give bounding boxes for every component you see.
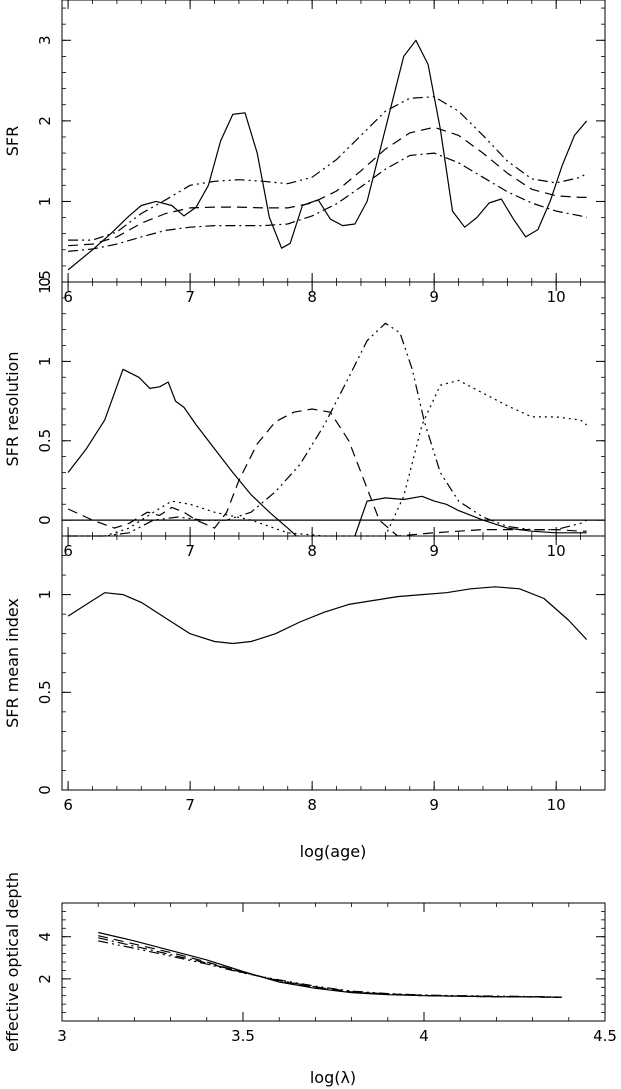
panel-mean-index-tick-labels: 6 7 8 9 10 0 0.5 1 [36, 590, 566, 814]
panel-mean-index-ylabel: SFR mean index [3, 598, 22, 728]
y-tick-label: 2 [36, 974, 54, 984]
panel-optical-depth-tick-labels: 3 3.5 4 4.5 2 4 [36, 932, 617, 1045]
panel-sfr-frame [61, 0, 606, 283]
x-tick-label: 3 [57, 1027, 67, 1045]
y-tick-label: 0.5 [36, 680, 54, 704]
series-line-dashed [67, 408, 587, 537]
panel-mean-index-ticks [62, 535, 606, 791]
x-tick-label: 6 [63, 288, 73, 306]
x-tick-label: 10 [547, 542, 566, 560]
x-tick-label: 8 [307, 796, 317, 814]
x-tick-label: 3.5 [231, 1027, 255, 1045]
panel-mean-index: 6 7 8 9 10 0 0.5 1 SFR mean index log(age) [3, 535, 606, 861]
x-tick-label: 4 [419, 1027, 429, 1045]
panel-mean-index-series [67, 586, 588, 645]
panel-optical-depth: 3 3.5 4 4.5 2 4 effective optical depth log(λ… [3, 872, 617, 1087]
panel-optical-depth-xlabel: log(λ) [310, 1068, 356, 1087]
x-tick-label: 9 [429, 288, 439, 306]
series-line-dash-dot [68, 152, 587, 252]
y-tick-label: 1 [36, 357, 54, 367]
series-line-dash-dot-dot [98, 940, 562, 998]
y-tick-label: 2 [36, 116, 54, 126]
panel-sfr-tick-labels: 6 7 8 9 10 0 1 2 3 [36, 36, 566, 306]
x-tick-label: 9 [429, 796, 439, 814]
panel-optical-depth-frame [61, 902, 606, 1022]
series-line-dash-dot-dot [68, 322, 587, 537]
series-line-solid [67, 39, 588, 271]
x-tick-label: 10 [547, 796, 566, 814]
panel-sfr-ticks [62, 0, 606, 283]
panel-resolution-tick-labels: 6 7 8 9 10 0 0.5 1 1.5 [36, 270, 566, 560]
x-tick-label: 9 [429, 542, 439, 560]
x-tick-label: 8 [307, 288, 317, 306]
x-tick-label: 7 [185, 288, 195, 306]
y-tick-label: 0 [36, 277, 54, 287]
x-tick-label: 6 [63, 542, 73, 560]
x-tick-label: 10 [547, 288, 566, 306]
panel-mean-index-xlabel: log(age) [300, 842, 367, 861]
x-tick-label: 7 [185, 542, 195, 560]
y-tick-label: 1 [36, 590, 54, 600]
panel-sfr-series [67, 39, 588, 271]
panel-resolution: 6 7 8 9 10 0 0.5 1 1.5 SFR resolution [3, 270, 606, 560]
panel-resolution-ylabel: SFR resolution [3, 352, 22, 467]
panel-resolution-ticks [62, 281, 606, 537]
y-tick-label: 3 [36, 36, 54, 46]
panel-mean-index-frame [61, 535, 606, 791]
x-tick-label: 4.5 [593, 1027, 617, 1045]
x-tick-label: 7 [185, 796, 195, 814]
panel-sfr-ylabel: SFR [3, 126, 22, 156]
series-line-solid [354, 495, 587, 537]
series-line-solid [67, 586, 588, 645]
panel-optical-depth-ticks [61, 903, 606, 1022]
y-tick-label: 0 [36, 785, 54, 795]
panel-sfr: 6 7 8 9 10 0 1 2 3 SFR [3, 0, 606, 306]
y-tick-label: 0.5 [36, 429, 54, 453]
panel-resolution-frame [61, 281, 606, 537]
series-line-dashed [68, 126, 587, 247]
y-tick-label: 0 [36, 515, 54, 525]
panel-resolution-series [67, 322, 588, 537]
series-line-solid [67, 368, 297, 537]
panel-optical-depth-series [98, 931, 562, 998]
y-tick-label: 4 [36, 932, 54, 942]
x-tick-label: 6 [63, 796, 73, 814]
series-line-dash-dot-dot [68, 96, 588, 241]
x-tick-label: 8 [307, 542, 317, 560]
series-line-solid [98, 931, 562, 998]
y-tick-label: 1.5 [36, 270, 54, 294]
panel-optical-depth-ylabel: effective optical depth [3, 872, 22, 1052]
y-tick-label: 1 [36, 197, 54, 207]
